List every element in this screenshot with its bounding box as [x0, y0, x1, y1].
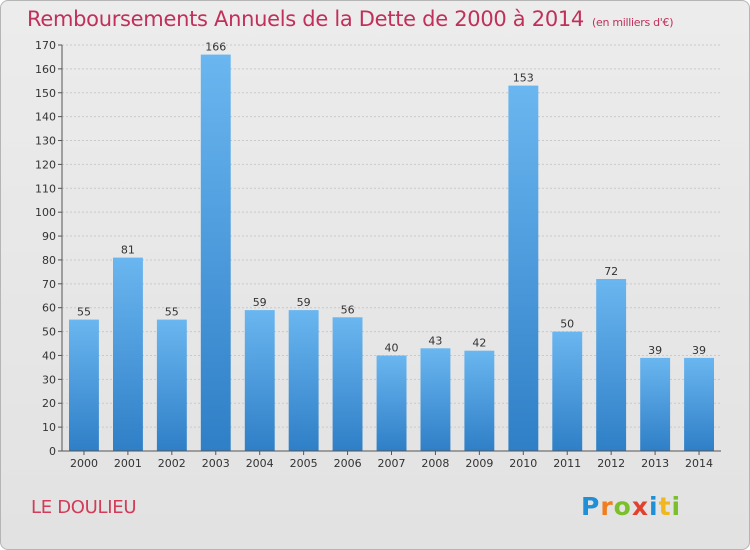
- y-tick-label: 50: [42, 326, 56, 339]
- bar-2009: [464, 350, 495, 451]
- chart-unit: (en milliers d'€): [592, 16, 674, 29]
- value-label-2003: 166: [205, 41, 226, 54]
- logo-letter: o: [613, 492, 632, 521]
- logo-letter: i: [671, 492, 682, 521]
- bar-2001: [113, 257, 143, 451]
- y-tick-label: 40: [42, 349, 56, 362]
- value-label-2011: 50: [560, 318, 574, 331]
- x-label-2011: 2011: [553, 457, 581, 470]
- y-tick-label: 60: [42, 302, 56, 315]
- x-label-2001: 2001: [114, 457, 142, 470]
- bar-2005: [288, 310, 319, 451]
- bar-2011: [552, 331, 583, 451]
- x-label-2005: 2005: [290, 457, 318, 470]
- y-tick-label: 170: [35, 39, 56, 52]
- value-label-2010: 153: [513, 72, 534, 85]
- bar-2014: [684, 357, 714, 451]
- value-label-2007: 40: [385, 342, 399, 355]
- bar-2003: [200, 54, 231, 451]
- y-tick-label: 110: [35, 182, 56, 195]
- bar-2006: [332, 317, 363, 451]
- value-label-2006: 56: [341, 303, 355, 316]
- y-tick-label: 80: [42, 254, 56, 267]
- bar-2002: [156, 319, 187, 451]
- bar-layer: 55 81 55 166 59 59 56 40 43 42 153 50 72 39 39: [69, 41, 714, 451]
- proxiti-logo: Proxiti: [581, 492, 681, 521]
- x-label-2012: 2012: [597, 457, 625, 470]
- logo-letter: r: [600, 492, 614, 521]
- y-tick-label: 150: [35, 87, 56, 100]
- bar-2010: [508, 85, 539, 451]
- x-label-2000: 2000: [70, 457, 98, 470]
- value-label-2014: 39: [692, 344, 706, 357]
- x-label-2002: 2002: [158, 457, 186, 470]
- bar-2007: [376, 355, 407, 451]
- y-tick-label: 100: [35, 206, 56, 219]
- commune-name: LE DOULIEU: [31, 497, 137, 518]
- x-label-2009: 2009: [465, 457, 493, 470]
- value-label-2009: 42: [472, 337, 486, 350]
- y-tick-label: 10: [42, 421, 56, 434]
- x-label-2014: 2014: [685, 457, 713, 470]
- chart-title: Remboursements Annuels de la Dette de 20…: [27, 7, 673, 31]
- y-tick-label: 0: [49, 445, 56, 458]
- x-label-2010: 2010: [509, 457, 537, 470]
- x-label-2008: 2008: [421, 457, 449, 470]
- y-tick-label: 130: [35, 135, 56, 148]
- bar-2000: [69, 319, 99, 451]
- bar-2004: [244, 310, 275, 451]
- logo-letter: x: [631, 492, 649, 521]
- y-tick-label: 30: [42, 373, 56, 386]
- bar-2008: [420, 348, 451, 451]
- y-tick-label: 140: [35, 111, 56, 124]
- value-label-2001: 81: [121, 244, 135, 257]
- y-tick-label: 70: [42, 278, 56, 291]
- logo-letter: P: [581, 492, 601, 521]
- value-label-2002: 55: [165, 306, 179, 319]
- y-tick-label: 120: [35, 158, 56, 171]
- y-tick-label: 160: [35, 63, 56, 76]
- bar-2013: [640, 357, 671, 451]
- value-label-2005: 59: [297, 296, 311, 309]
- x-label-2006: 2006: [334, 457, 362, 470]
- value-label-2012: 72: [604, 265, 618, 278]
- value-label-2013: 39: [648, 344, 662, 357]
- value-label-2004: 59: [253, 296, 267, 309]
- value-label-2000: 55: [77, 306, 91, 319]
- y-tick-label: 20: [42, 397, 56, 410]
- x-label-2013: 2013: [641, 457, 669, 470]
- bar-2012: [596, 279, 627, 451]
- value-label-2008: 43: [428, 334, 442, 347]
- x-label-2003: 2003: [202, 457, 230, 470]
- chart-title-text: Remboursements Annuels de la Dette de 20…: [27, 7, 584, 31]
- axis-layer: 0 10 20 30 40 50 60 70 80 90 100 110 120 130 140 150 160…: [35, 39, 721, 470]
- logo-letter: i: [649, 492, 659, 521]
- y-tick-label: 90: [42, 230, 56, 243]
- x-label-2007: 2007: [378, 457, 406, 470]
- logo-letter: t: [658, 492, 672, 521]
- x-label-2004: 2004: [246, 457, 274, 470]
